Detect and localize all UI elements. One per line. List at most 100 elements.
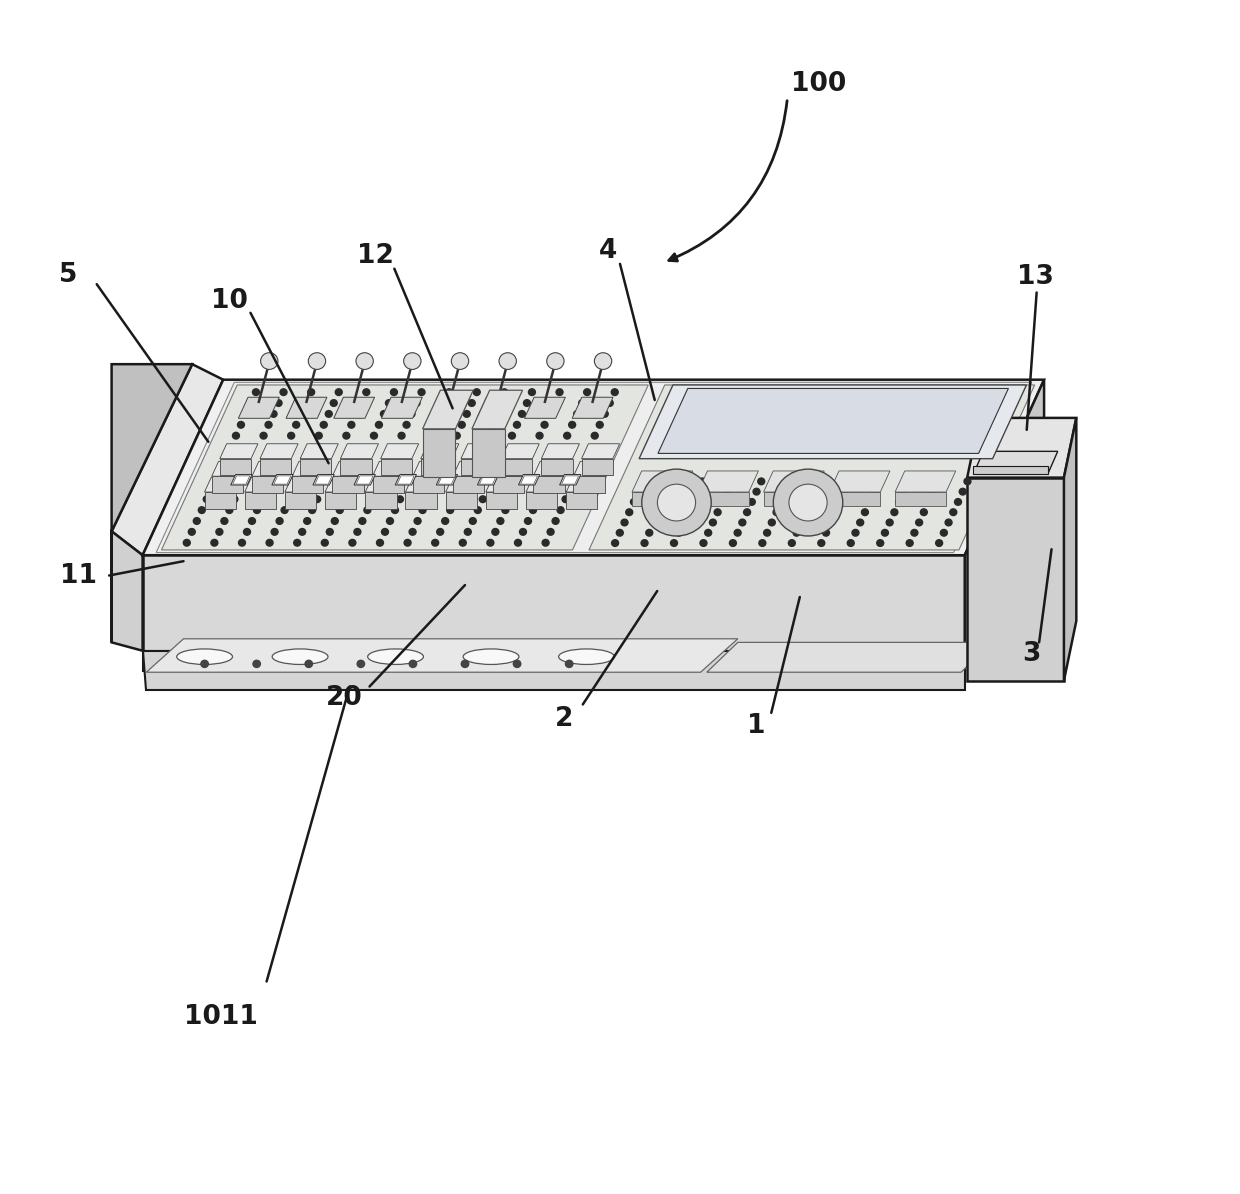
Polygon shape [212,461,249,476]
Circle shape [260,352,278,369]
Polygon shape [396,474,417,485]
Circle shape [744,509,750,516]
Polygon shape [438,476,455,484]
Circle shape [392,506,398,513]
Circle shape [621,519,627,525]
Circle shape [817,412,825,419]
Text: 10: 10 [211,288,248,314]
Circle shape [487,540,494,546]
Circle shape [671,540,677,547]
Circle shape [970,400,977,407]
Circle shape [782,424,790,430]
Circle shape [491,411,497,417]
Circle shape [520,529,527,535]
Circle shape [646,529,652,536]
Circle shape [469,400,475,406]
Circle shape [777,499,785,505]
Polygon shape [1064,418,1076,681]
Circle shape [286,496,293,503]
Circle shape [480,496,486,503]
Polygon shape [312,474,335,485]
Circle shape [1004,389,1012,395]
Circle shape [660,499,667,505]
Circle shape [797,519,805,525]
Polygon shape [533,461,572,476]
Circle shape [518,411,526,417]
Polygon shape [698,492,749,506]
Circle shape [260,432,267,439]
Circle shape [694,424,702,430]
Circle shape [335,389,342,395]
Polygon shape [366,478,403,492]
Polygon shape [413,461,451,476]
Circle shape [711,389,717,395]
Circle shape [915,519,923,525]
Circle shape [529,506,537,513]
Circle shape [184,540,190,546]
Polygon shape [567,492,598,509]
Circle shape [320,421,327,429]
Circle shape [198,506,206,513]
Circle shape [551,400,558,406]
Polygon shape [146,639,738,672]
Polygon shape [764,492,815,506]
Polygon shape [582,444,620,458]
Polygon shape [472,429,505,476]
Text: 2: 2 [556,706,573,732]
Circle shape [789,540,795,547]
Polygon shape [445,492,477,509]
Circle shape [541,421,548,429]
Circle shape [676,529,682,536]
Polygon shape [525,398,565,418]
Circle shape [671,412,677,419]
Polygon shape [143,555,965,651]
Circle shape [764,400,771,407]
Circle shape [502,506,508,513]
Polygon shape [112,364,223,555]
Circle shape [353,411,360,417]
Ellipse shape [464,650,520,664]
Polygon shape [472,390,522,429]
Polygon shape [639,384,1027,458]
Circle shape [734,529,742,536]
Polygon shape [567,478,604,492]
Circle shape [847,412,854,419]
Circle shape [341,496,348,503]
Text: 11: 11 [60,562,97,589]
Circle shape [955,499,961,505]
Polygon shape [212,476,243,493]
Circle shape [882,400,889,407]
Circle shape [789,485,827,521]
Circle shape [940,529,947,536]
Polygon shape [260,444,298,458]
Circle shape [231,496,238,503]
Polygon shape [272,474,293,485]
Circle shape [451,496,459,503]
Circle shape [253,660,260,667]
Circle shape [709,519,717,525]
Circle shape [935,412,942,419]
Circle shape [694,488,701,496]
Polygon shape [486,478,525,492]
Circle shape [330,400,337,406]
Polygon shape [562,476,579,484]
Circle shape [802,509,810,516]
Polygon shape [355,474,376,485]
Circle shape [734,400,742,407]
Circle shape [492,529,498,535]
Polygon shape [143,651,965,690]
Circle shape [852,529,859,536]
Polygon shape [325,478,363,492]
Circle shape [216,529,223,535]
Circle shape [941,400,947,407]
Polygon shape [526,492,557,509]
Circle shape [642,469,712,536]
Polygon shape [573,461,611,476]
Polygon shape [341,444,378,458]
Circle shape [496,400,502,406]
Circle shape [655,509,662,516]
Circle shape [930,488,936,496]
Circle shape [475,506,481,513]
Polygon shape [461,458,492,475]
Polygon shape [325,492,356,509]
